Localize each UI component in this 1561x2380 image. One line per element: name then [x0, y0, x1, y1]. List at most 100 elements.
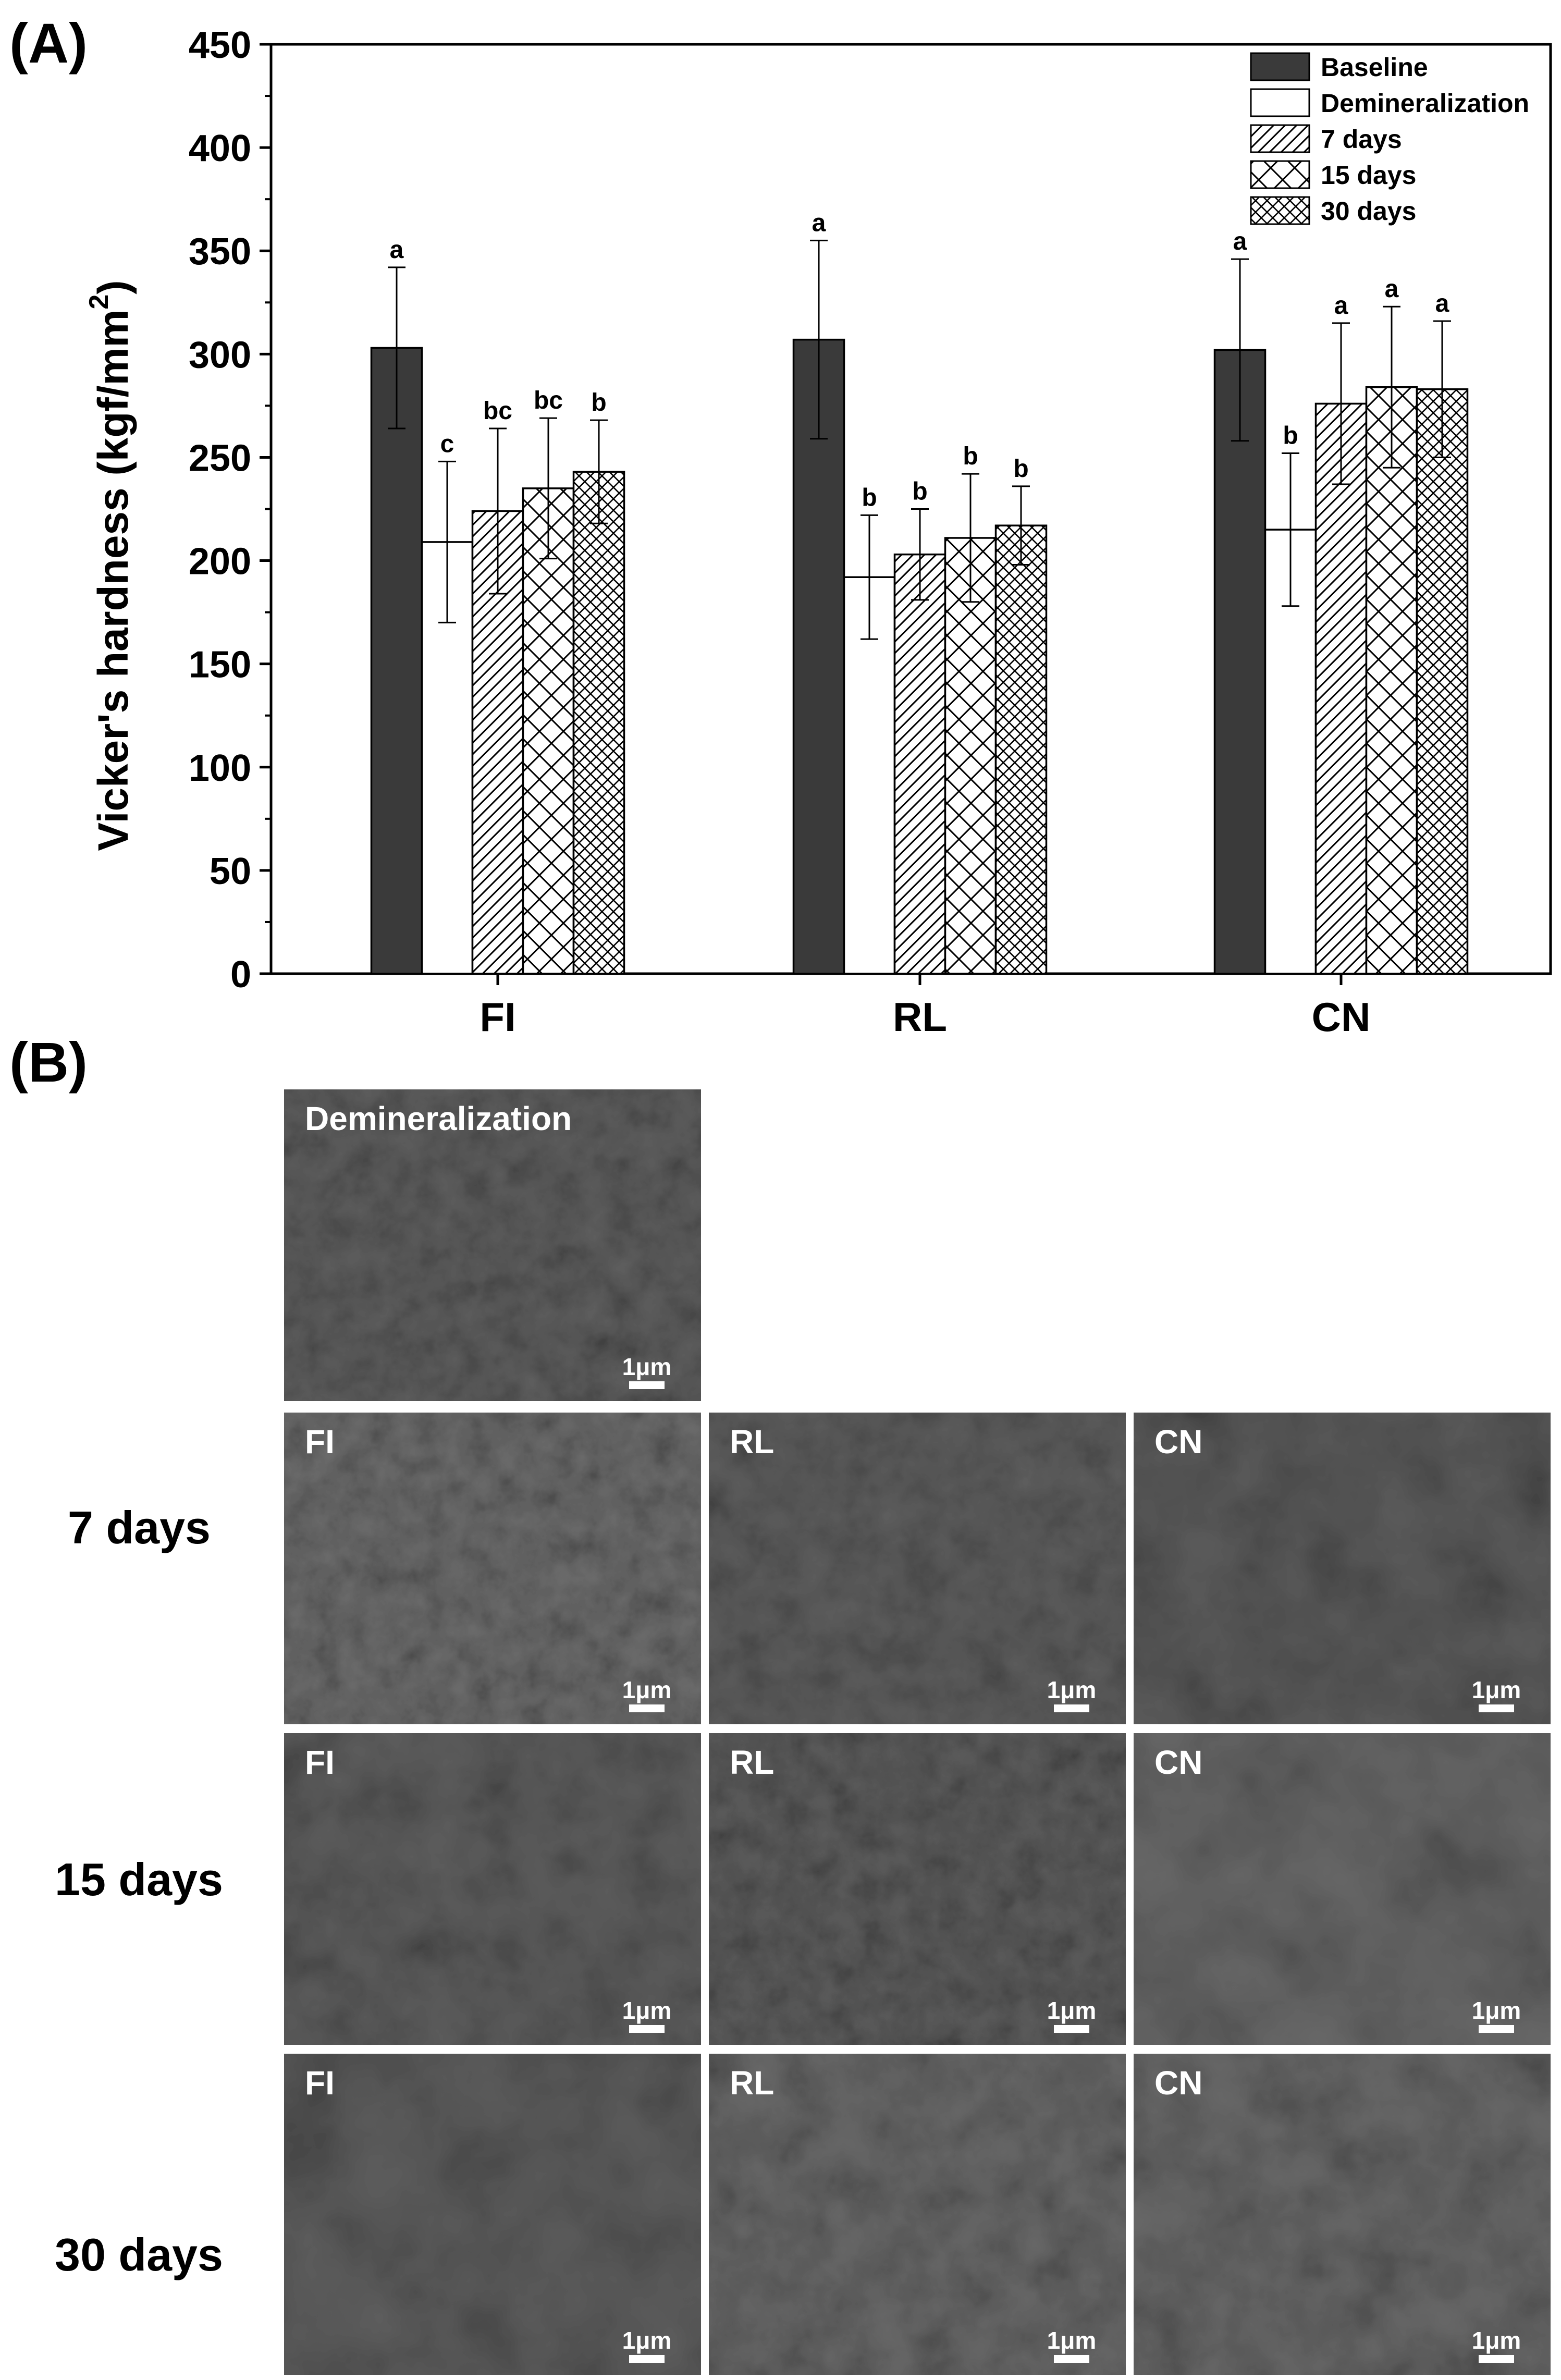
sem-texture — [1134, 2054, 1551, 2375]
legend-label: 7 days — [1321, 125, 1402, 154]
scale-bar — [629, 1381, 665, 1389]
bar-fi-30-days — [572, 471, 625, 975]
bar-rl-demineralization — [843, 576, 896, 975]
panel-a-label: (A) — [9, 11, 88, 75]
x-tick-label-rl: RL — [893, 994, 947, 1040]
legend-swatch-baseline — [1250, 52, 1310, 81]
significance-letter: a — [1385, 275, 1399, 303]
sem-panel-label: FI — [305, 1744, 335, 1781]
sem-texture — [709, 1733, 1126, 2045]
sem-image-fi: FI 1μm — [284, 1413, 701, 1724]
significance-letter: b — [862, 484, 877, 511]
significance-letter: bc — [483, 397, 512, 425]
bar-chart: 0 50 100 150 200 250 300 350 400 450 FI a c bc bc b RL a b… — [84, 24, 1552, 1040]
scale-bar-label: 1μm — [1047, 1676, 1097, 1703]
scale-bar — [629, 1704, 665, 1712]
sem-image-fi: FI 1μm — [284, 2054, 701, 2375]
sem-texture — [284, 1733, 701, 2045]
x-tick-label-cn: CN — [1312, 994, 1371, 1040]
sem-texture — [284, 2054, 701, 2375]
row-label-7-days: 7 days — [68, 1502, 211, 1553]
sem-panel-label: RL — [730, 1744, 774, 1781]
significance-letter: b — [1013, 455, 1028, 483]
sem-texture — [284, 1089, 701, 1401]
sem-panel-label: CN — [1154, 1423, 1202, 1461]
scale-bar-label: 1μm — [622, 1676, 672, 1703]
y-tick-label: 400 — [189, 128, 251, 169]
legend-label: Demineralization — [1321, 89, 1529, 118]
sem-texture — [1134, 1733, 1551, 2045]
sem-image-cn: CN 1μm — [1134, 1413, 1551, 1724]
scale-bar-label: 1μm — [1047, 1997, 1097, 2024]
scale-bar — [1479, 2355, 1514, 2363]
significance-letter: a — [1233, 228, 1247, 255]
y-tick-label: 0 — [230, 954, 251, 996]
sem-panel-label: FI — [305, 1423, 335, 1461]
sem-image-cn: CN 1μm — [1134, 1733, 1551, 2045]
significance-letter: b — [912, 478, 927, 506]
scale-bar-label: 1μm — [1472, 1997, 1521, 2024]
legend-swatch-demineralization — [1250, 88, 1310, 117]
scale-bar-label: 1μm — [1472, 1676, 1521, 1703]
y-tick-label: 450 — [189, 24, 251, 66]
row-label-30-days: 30 days — [55, 2229, 223, 2280]
significance-letter: b — [591, 389, 606, 416]
legend-label: 30 days — [1321, 197, 1416, 226]
legend-label: Baseline — [1321, 53, 1428, 82]
significance-letter: bc — [534, 387, 563, 414]
scale-bar-label: 1μm — [622, 1997, 672, 2024]
sem-image-rl: RL 1μm — [709, 2054, 1126, 2375]
scale-bar-label: 1μm — [622, 1353, 672, 1380]
sem-texture — [1134, 1413, 1551, 1724]
sem-texture — [709, 1413, 1126, 1724]
sem-image-demineralization: Demineralization 1μm — [284, 1089, 701, 1401]
legend-label: 15 days — [1321, 161, 1416, 190]
y-tick-label: 250 — [189, 437, 251, 479]
scale-bar — [1479, 2025, 1514, 2033]
legend-swatch-15-days — [1250, 160, 1310, 189]
y-tick-label: 150 — [189, 644, 251, 686]
legend-swatch-7-days — [1250, 124, 1310, 153]
sem-panel-label: RL — [730, 2064, 774, 2102]
bar-cn-15-days — [1365, 386, 1418, 975]
y-tick-label: 50 — [210, 851, 251, 892]
significance-letter: a — [1435, 290, 1449, 317]
significance-letter: b — [963, 443, 978, 470]
significance-letter: a — [390, 236, 404, 264]
bar-rl-15-days — [944, 537, 997, 975]
significance-letter: a — [1334, 292, 1348, 320]
sem-panel-label: CN — [1154, 2064, 1202, 2102]
sem-panel-label: Demineralization — [305, 1100, 572, 1137]
y-tick-label: 300 — [189, 334, 251, 376]
significance-letter: a — [812, 209, 826, 237]
scale-bar-label: 1μm — [1047, 2327, 1097, 2354]
legend-swatch-30-days — [1250, 196, 1310, 225]
panel-b-label: (B) — [9, 1030, 88, 1094]
sem-image-fi: FI 1μm — [284, 1733, 701, 2045]
bar-rl-30-days — [994, 524, 1048, 975]
sem-panel-label: FI — [305, 2064, 335, 2102]
scale-bar — [1054, 1704, 1089, 1712]
sem-texture — [709, 2054, 1126, 2375]
sem-image-cn: CN 1μm — [1134, 2054, 1551, 2375]
scale-bar-label: 1μm — [1472, 2327, 1521, 2354]
y-tick-label: 100 — [189, 747, 251, 789]
y-axis-title: Vicker's hardness (kgf/mm2) — [84, 280, 137, 851]
scale-bar — [1054, 2355, 1089, 2363]
sem-image-rl: RL 1μm — [709, 1733, 1126, 2045]
sem-image-rl: RL 1μm — [709, 1413, 1126, 1724]
scale-bar — [629, 2025, 665, 2033]
scale-bar — [1054, 2025, 1089, 2033]
sem-panel-label: CN — [1154, 1744, 1202, 1781]
scale-bar-label: 1μm — [622, 2327, 672, 2354]
y-tick-label: 350 — [189, 231, 251, 273]
scale-bar — [629, 2355, 665, 2363]
y-tick-label: 200 — [189, 541, 251, 583]
x-tick-label-fi: FI — [480, 994, 515, 1040]
sem-texture — [284, 1413, 701, 1724]
scale-bar — [1479, 1704, 1514, 1712]
significance-letter: c — [440, 430, 454, 458]
sem-panel-label: RL — [730, 1423, 774, 1461]
significance-letter: b — [1283, 422, 1298, 450]
